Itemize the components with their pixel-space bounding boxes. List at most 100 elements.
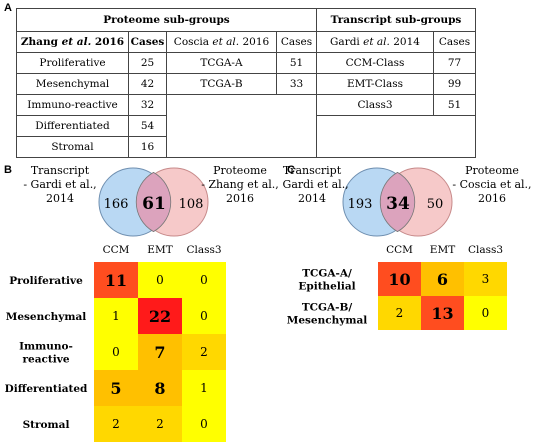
- zhang-subgroup-name: Mesenchymal: [16, 73, 129, 95]
- gardi-cases-header: Cases: [433, 31, 476, 53]
- heatmap-b-cell-value: 1: [112, 309, 120, 323]
- coscia-empty-block: [166, 94, 317, 158]
- heatmap-c-cell-value: 0: [482, 306, 490, 320]
- heatmap-c-row-label: Epithelial: [298, 281, 355, 293]
- venn-b-overlap-count: 61: [142, 194, 166, 214]
- heatmap-c-cell-value: 2: [396, 306, 404, 320]
- heatmap-c-cell: [378, 296, 421, 330]
- zhang-year: 2016: [94, 36, 125, 48]
- gardi-subgroup-cases: 99: [433, 73, 476, 95]
- heatmap-c-cell: [464, 296, 507, 330]
- heatmap-b-cell-value: 1: [200, 381, 208, 395]
- venn-c-overlap-count: 34: [386, 194, 410, 214]
- heatmap-c-cell-value: 3: [482, 272, 490, 286]
- gardi-subgroup-name: Class3: [316, 94, 434, 116]
- venn-c-right-label-2: - Coscia et al.,: [452, 178, 531, 191]
- heatmap-b-row-label: Mesenchymal: [6, 311, 87, 323]
- heatmap-b-cell-value: 0: [200, 309, 208, 323]
- heatmap-c-cell-value: 10: [388, 270, 410, 289]
- heatmap-c-row-label: Mesenchymal: [287, 315, 368, 327]
- coscia-cases-header: Cases: [276, 31, 317, 53]
- zhang-etal: et al.: [61, 36, 92, 48]
- venn-b-overlap: [135, 171, 172, 233]
- venn-b-right-label-3: 2016: [226, 192, 254, 205]
- heatmap-b-cell: [94, 262, 138, 298]
- venn-b-right-label-2: - Zhang et al.,: [201, 178, 279, 191]
- zhang-subgroup-cases: 54: [128, 115, 167, 137]
- gardi-subgroup-cases: 51: [433, 94, 476, 116]
- venn-b-left-label-2: - Gardi et al.,: [23, 178, 96, 191]
- heatmap-b-cell-value: 0: [112, 345, 120, 359]
- zhang-subgroup-cases: 16: [128, 136, 167, 158]
- heatmap-b-cell-value: 0: [200, 417, 208, 431]
- heatmap-b-cell: [94, 334, 138, 370]
- coscia-author: Coscia: [173, 36, 210, 48]
- coscia-etal: et al.: [212, 36, 240, 48]
- heatmap-b-column-label: EMT: [147, 244, 172, 256]
- heatmap-b-cell-value: 5: [110, 379, 121, 398]
- venn-c-overlap: [379, 171, 416, 233]
- venn-c-left-label-3: 2014: [298, 192, 326, 205]
- heatmap-b-cell: [94, 406, 138, 442]
- transcript-header: Transcript sub-groups: [316, 8, 476, 32]
- heatmap-b-cell: [138, 334, 182, 370]
- venn-c-left-label-2: - Gardi et al.,: [280, 178, 349, 191]
- gardi-study-header: Gardi et al. 2014: [316, 31, 434, 53]
- coscia-subgroup-name: TCGA-A: [166, 52, 277, 74]
- zhang-author: Zhang: [20, 36, 58, 48]
- heatmap-b-row-label: Differentiated: [5, 383, 88, 395]
- venn-b-left-label-1: Transcript: [31, 164, 90, 177]
- heatmap-b-cell: [182, 334, 226, 370]
- gardi-subgroup-name: CCM-Class: [316, 52, 434, 74]
- heatmap-c-column-label: Class3: [468, 244, 503, 256]
- heatmap-b-cell: [182, 298, 226, 334]
- panel-label-b: B: [4, 164, 12, 176]
- heatmap-c-cell: [378, 262, 421, 296]
- zhang-cases-header: Cases: [128, 31, 167, 53]
- venn-b-right-label-1: Proteome: [213, 164, 267, 177]
- coscia-subgroup-name: TCGA-B: [166, 73, 277, 95]
- venn-b-left-only-count: 166: [104, 197, 129, 212]
- heatmap-b-cell-value: 0: [156, 273, 164, 287]
- heatmap-c-cell: [421, 296, 464, 330]
- venn-c-right-label-1: Proteome: [465, 164, 519, 177]
- heatmap-b-cell-value: 2: [112, 417, 120, 431]
- venn-c-left-only-count: 193: [348, 197, 373, 212]
- zhang-study-header: Zhang et al. 2016: [16, 31, 129, 53]
- heatmap-b-row-label: reactive: [22, 354, 69, 366]
- heatmap-b-cell-value: 2: [156, 417, 164, 431]
- gardi-etal: et al.: [363, 36, 390, 48]
- heatmap-c-cell: [421, 262, 464, 296]
- venn-diagram-b: Transcript - Gardi et al., 2014 Proteome…: [23, 164, 279, 237]
- panel-label-a: A: [4, 2, 12, 14]
- venn-c-right-label-3: 2016: [478, 192, 506, 205]
- zhang-subgroup-name: Stromal: [16, 136, 129, 158]
- heatmap-b-cell: [94, 298, 138, 334]
- heatmap-c-column-label: CCM: [386, 244, 413, 256]
- heatmap-b-cell-value: 8: [154, 379, 165, 398]
- heatmap-c-cell-value: 13: [431, 304, 453, 323]
- coscia-study-header: Coscia et al. 2016: [166, 31, 277, 53]
- heatmap-b-cell: [94, 370, 138, 406]
- heatmap-b-cell-value: 22: [149, 307, 171, 326]
- panel-label-c: C: [287, 164, 295, 176]
- heatmap-b-column-label: CCM: [103, 244, 130, 256]
- heatmap-b-cell: [182, 370, 226, 406]
- heatmap-b-row-label: Proliferative: [9, 275, 83, 287]
- heatmap-b-cell: [182, 406, 226, 442]
- gardi-author: Gardi: [330, 36, 360, 48]
- heatmap-b-row-label: Stromal: [23, 419, 70, 431]
- coscia-subgroup-cases: 33: [276, 73, 317, 95]
- heatmap-b-cell: [138, 298, 182, 334]
- venn-diagram-c: Transcript - Gardi et al., 2014 Proteome…: [280, 164, 532, 237]
- heatmap-b-cell-value: 11: [105, 271, 127, 290]
- heatmap-c-column-label: EMT: [430, 244, 455, 256]
- heatmap-c-row-label: TCGA-B/: [302, 302, 353, 314]
- heatmap-c-cell: [464, 262, 507, 296]
- gardi-year: 2014: [393, 36, 420, 48]
- zhang-subgroup-name: Differentiated: [16, 115, 129, 137]
- venn-c-left-label-1: Transcript: [283, 164, 342, 177]
- heatmap-b-cell: [182, 262, 226, 298]
- subgroups-table: Proteome sub-groups Transcript sub-group…: [16, 8, 476, 158]
